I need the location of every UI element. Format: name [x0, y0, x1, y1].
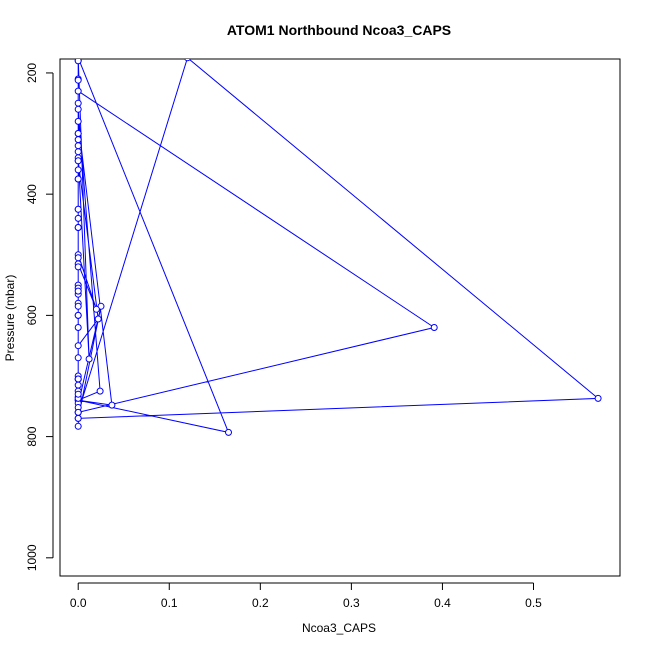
chart-title: ATOM1 Northbound Ncoa3_CAPS [227, 22, 451, 38]
data-point [74, 205, 82, 213]
data-point [74, 414, 82, 422]
data-point [74, 287, 82, 295]
data-point [74, 99, 82, 107]
data-point [94, 315, 102, 323]
data-point [74, 157, 82, 165]
x-tick-label: 0.3 [343, 596, 360, 610]
x-axis-label: Ncoa3_CAPS [302, 621, 376, 635]
data-point [92, 305, 100, 313]
x-tick-label: 0.5 [525, 596, 542, 610]
data-point [74, 254, 82, 262]
data-point [74, 422, 82, 430]
y-tick-label: 600 [25, 305, 39, 325]
data-point [74, 175, 82, 183]
data-point [74, 130, 82, 137]
y-tick-label: 400 [25, 184, 39, 204]
data-point [74, 166, 82, 174]
data-point [85, 355, 93, 363]
x-tick-label: 0.0 [70, 596, 87, 610]
data-point [96, 387, 104, 395]
data-point [74, 117, 82, 125]
y-tick-label: 200 [25, 63, 39, 83]
y-axis-label: Pressure (mbar) [3, 275, 17, 362]
x-axis: 0.0 0.1 0.2 0.3 0.4 0.5 [70, 582, 542, 610]
data-point [74, 59, 82, 65]
y-tick-label: 1000 [25, 544, 39, 571]
data-point [594, 394, 602, 402]
data-point [74, 302, 82, 310]
data-point [430, 324, 438, 331]
plot-area-frame [59, 58, 621, 577]
data-point [74, 87, 82, 95]
series-line [76, 59, 600, 434]
data-point [74, 390, 82, 398]
x-tick-label: 0.2 [252, 596, 269, 610]
data-point [74, 224, 82, 231]
data-point [74, 105, 82, 113]
data-point [225, 428, 232, 436]
data-point [74, 324, 82, 331]
data-point [74, 76, 82, 84]
data-point [74, 311, 82, 319]
data-point [74, 142, 82, 150]
data-point [184, 59, 191, 62]
series-layer [74, 59, 602, 436]
data-point [74, 263, 82, 271]
data-point [74, 381, 82, 389]
data-point [74, 408, 82, 416]
x-tick-label: 0.1 [161, 596, 178, 610]
data-point [74, 354, 82, 362]
y-tick-label: 800 [25, 426, 39, 446]
data-point [108, 401, 116, 409]
x-tick-label: 0.4 [434, 596, 451, 610]
data-point [74, 136, 82, 144]
series [74, 59, 602, 436]
data-point [74, 214, 82, 222]
data-point [74, 342, 82, 350]
data-point [74, 148, 82, 156]
data-point [74, 375, 82, 383]
y-axis: 200 400 600 800 1000 [25, 63, 54, 571]
